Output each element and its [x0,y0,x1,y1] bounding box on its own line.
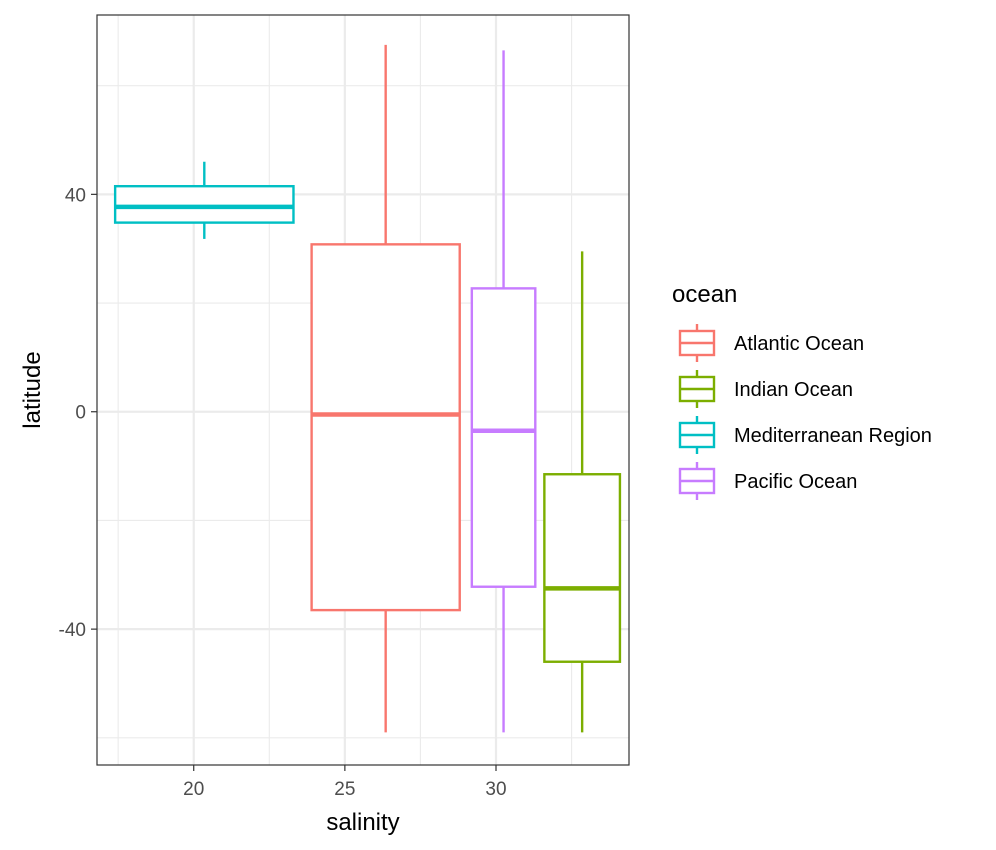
panel-border [96,14,630,766]
legend-label: Atlantic Ocean [734,333,864,355]
legend-label: Indian Ocean [734,379,853,401]
box-body [543,473,622,663]
y-tick-label: 40 [65,185,86,206]
x-axis-title: salinity [326,809,399,836]
plot-boxes [113,44,622,733]
box-atlantic-ocean [310,44,461,733]
x-tick-label: 30 [485,779,506,800]
y-tick-label: 0 [75,403,86,424]
box-mediterranean-region [113,161,295,239]
legend-title: ocean [672,281,737,308]
x-axis: 20 25 30 [183,765,507,800]
y-tick-label: -40 [59,620,86,641]
legend-entry: Atlantic Ocean [678,324,864,362]
legend-entry: Indian Ocean [678,370,853,408]
x-tick-label: 25 [334,779,355,800]
legend-entry: Pacific Ocean [678,462,857,500]
box-body [470,287,537,588]
y-axis: -40 0 40 [59,185,97,641]
legend-label: Mediterranean Region [734,425,932,447]
legend: ocean Atlantic Ocean Indian Ocean Mediterr… [672,281,932,500]
box-pacific-ocean [470,50,537,733]
box-indian-ocean [543,251,622,733]
x-tick-label: 20 [183,779,204,800]
box-body [113,184,295,224]
box-body [310,243,461,612]
legend-label: Pacific Ocean [734,471,857,493]
legend-entry: Mediterranean Region [678,416,932,454]
y-axis-title: latitude [19,351,46,428]
